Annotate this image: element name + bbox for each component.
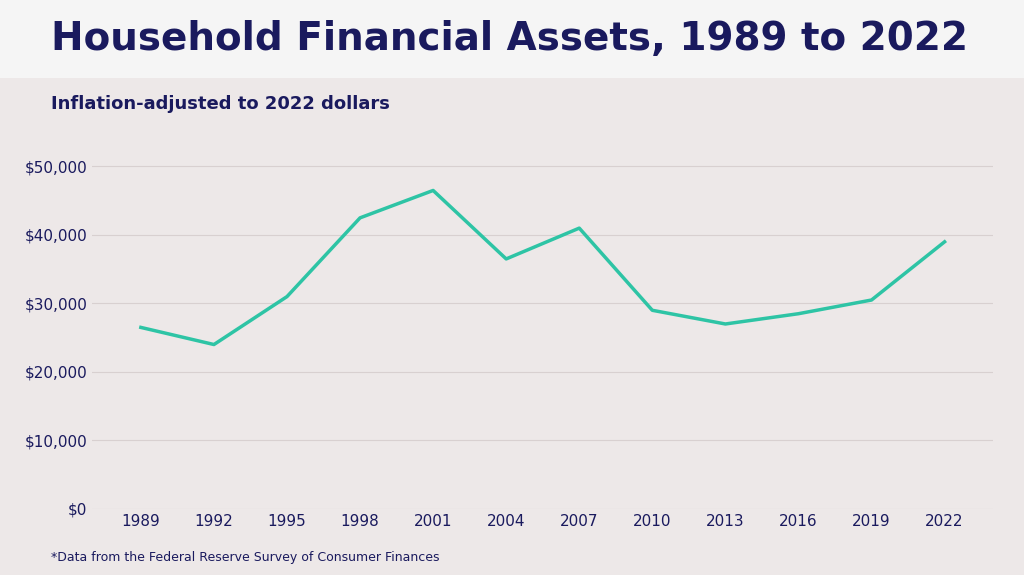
Text: Inflation-adjusted to 2022 dollars: Inflation-adjusted to 2022 dollars bbox=[51, 95, 390, 113]
Text: *Data from the Federal Reserve Survey of Consumer Finances: *Data from the Federal Reserve Survey of… bbox=[51, 550, 439, 564]
Text: Household Financial Assets, 1989 to 2022: Household Financial Assets, 1989 to 2022 bbox=[51, 20, 969, 58]
